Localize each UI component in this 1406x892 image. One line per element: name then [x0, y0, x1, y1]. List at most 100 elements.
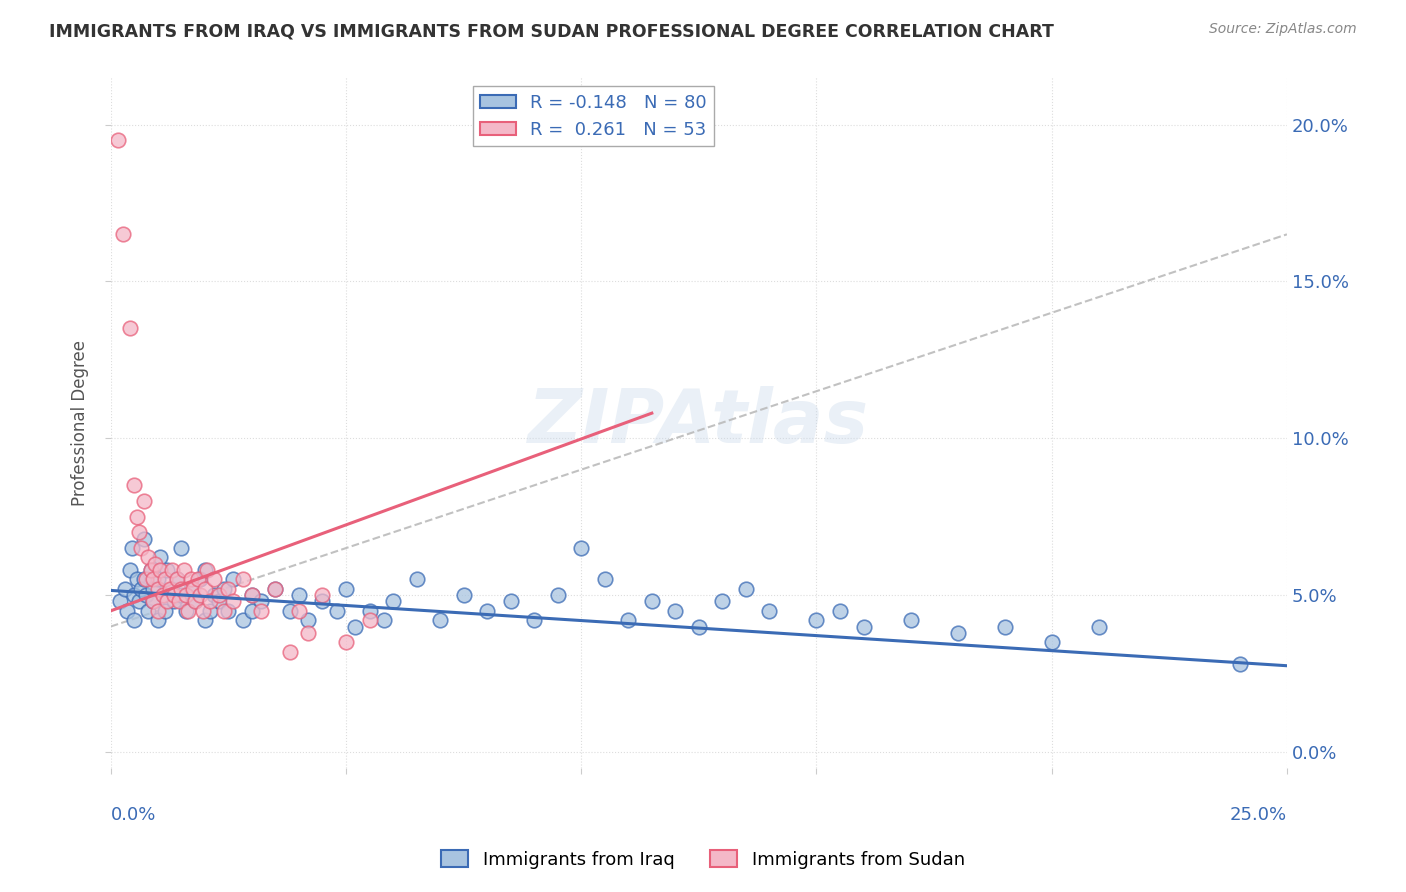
Point	[131, 582, 153, 596]
Point	[240, 604, 263, 618]
Point	[146, 604, 169, 618]
Point	[198, 594, 221, 608]
Point	[222, 594, 245, 608]
Point	[145, 557, 167, 571]
Point	[166, 573, 188, 587]
Point	[240, 588, 263, 602]
Point	[499, 594, 522, 608]
Point	[108, 594, 131, 608]
Point	[311, 594, 333, 608]
Point	[335, 635, 357, 649]
Point	[198, 604, 221, 618]
Point	[758, 604, 780, 618]
Point	[325, 604, 347, 618]
Point	[177, 604, 200, 618]
Point	[146, 582, 169, 596]
Point	[111, 227, 134, 242]
Point	[344, 619, 367, 633]
Point	[115, 604, 138, 618]
Point	[124, 588, 146, 602]
Point	[297, 625, 319, 640]
Point	[149, 563, 172, 577]
Point	[163, 594, 186, 608]
Point	[188, 588, 211, 602]
Text: IMMIGRANTS FROM IRAQ VS IMMIGRANTS FROM SUDAN PROFESSIONAL DEGREE CORRELATION CH: IMMIGRANTS FROM IRAQ VS IMMIGRANTS FROM …	[49, 22, 1054, 40]
Point	[138, 604, 160, 618]
Point	[664, 604, 686, 618]
Point	[142, 594, 165, 608]
Point	[156, 563, 179, 577]
Point	[194, 563, 217, 577]
Point	[946, 625, 969, 640]
Point	[359, 613, 381, 627]
Point	[202, 573, 225, 587]
Point	[174, 588, 197, 602]
Point	[132, 573, 155, 587]
Point	[569, 541, 592, 555]
Point	[170, 588, 193, 602]
Point	[124, 613, 146, 627]
Point	[194, 582, 217, 596]
Legend: R = -0.148   N = 80, R =  0.261   N = 53: R = -0.148 N = 80, R = 0.261 N = 53	[472, 87, 714, 146]
Point	[547, 588, 569, 602]
Point	[132, 532, 155, 546]
Point	[180, 582, 202, 596]
Point	[180, 573, 202, 587]
Point	[156, 594, 179, 608]
Point	[160, 563, 183, 577]
Point	[297, 613, 319, 627]
Point	[828, 604, 851, 618]
Text: ZIPAtlas: ZIPAtlas	[529, 386, 869, 459]
Point	[138, 550, 160, 565]
Legend: Immigrants from Iraq, Immigrants from Sudan: Immigrants from Iraq, Immigrants from Su…	[434, 843, 972, 876]
Point	[135, 588, 157, 602]
Text: 25.0%: 25.0%	[1230, 805, 1286, 823]
Point	[311, 588, 333, 602]
Point	[264, 582, 287, 596]
Point	[217, 604, 239, 618]
Point	[170, 541, 193, 555]
Point	[250, 594, 273, 608]
Point	[1229, 657, 1251, 672]
Point	[131, 541, 153, 555]
Point	[114, 582, 136, 596]
Point	[208, 588, 231, 602]
Point	[170, 582, 193, 596]
Point	[121, 541, 143, 555]
Point	[208, 594, 231, 608]
Point	[1040, 635, 1063, 649]
Point	[125, 509, 148, 524]
Point	[593, 573, 616, 587]
Point	[142, 573, 165, 587]
Point	[128, 525, 150, 540]
Point	[212, 582, 235, 596]
Point	[187, 573, 209, 587]
Point	[523, 613, 546, 627]
Point	[382, 594, 405, 608]
Point	[152, 588, 174, 602]
Point	[174, 604, 197, 618]
Point	[173, 563, 195, 577]
Point	[373, 613, 395, 627]
Point	[240, 588, 263, 602]
Point	[735, 582, 758, 596]
Point	[159, 582, 181, 596]
Point	[711, 594, 734, 608]
Point	[139, 563, 162, 577]
Point	[641, 594, 664, 608]
Y-axis label: Professional Degree: Professional Degree	[72, 340, 89, 506]
Point	[152, 588, 174, 602]
Point	[264, 582, 287, 596]
Point	[181, 582, 204, 596]
Point	[852, 619, 875, 633]
Point	[132, 494, 155, 508]
Point	[250, 604, 273, 618]
Point	[142, 582, 165, 596]
Point	[1087, 619, 1109, 633]
Point	[118, 321, 141, 335]
Point	[160, 582, 183, 596]
Point	[202, 588, 225, 602]
Point	[994, 619, 1017, 633]
Point	[191, 604, 214, 618]
Point	[278, 604, 301, 618]
